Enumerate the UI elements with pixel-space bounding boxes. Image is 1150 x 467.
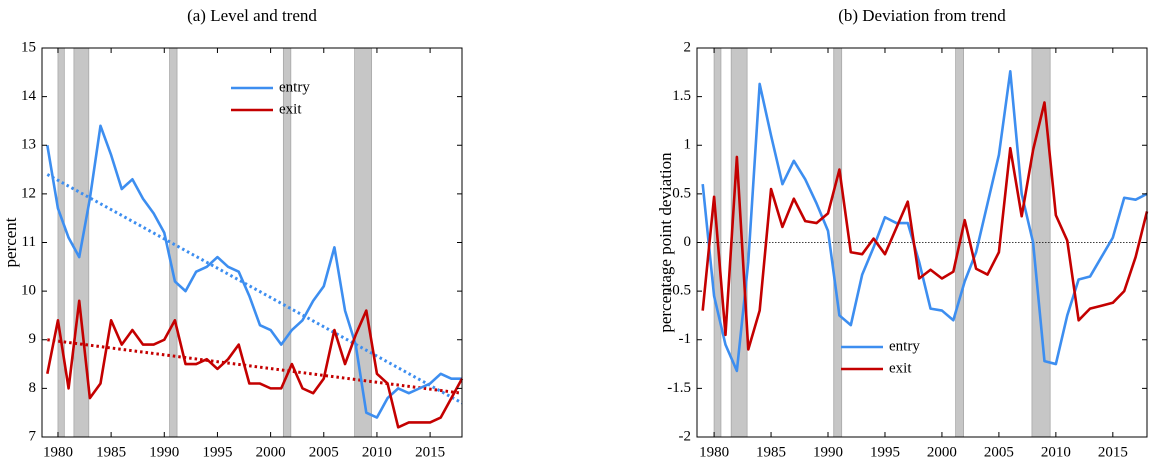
y-tick-label: 7 [29, 428, 37, 444]
x-tick-label: 1985 [756, 444, 786, 460]
panel-title: (a) Level and trend [187, 6, 317, 25]
y-tick-label: 9 [29, 331, 37, 347]
x-tick-label: 1980 [699, 444, 729, 460]
y-tick-label: -2 [679, 428, 692, 444]
x-tick-label: 1990 [149, 444, 179, 460]
x-tick-label: 2000 [256, 444, 286, 460]
legend-label: entry [279, 79, 310, 95]
data-line [701, 70, 1148, 373]
y-tick-label: 13 [21, 137, 36, 153]
x-tick-label: 2005 [309, 444, 339, 460]
y-tick-label: 1 [684, 137, 692, 153]
y-tick-label: -1 [679, 331, 692, 347]
y-tick-label: 10 [21, 283, 36, 299]
legend: entry exit [231, 79, 310, 117]
y-tick-label: 2 [684, 39, 692, 55]
data-line [46, 124, 462, 419]
x-tick-label: 1985 [96, 444, 126, 460]
x-tick-label: 2015 [1098, 444, 1128, 460]
y-tick-label: -0.5 [667, 283, 691, 299]
y-tick-label: 1.5 [672, 88, 691, 104]
recession-band [57, 47, 65, 438]
legend-label: entry [889, 338, 920, 354]
x-tick-label: 1980 [43, 444, 73, 460]
y-tick-label: 15 [21, 39, 36, 55]
trend-line [46, 173, 463, 405]
x-tick-label: 2010 [362, 444, 392, 460]
y-axis-label: percent [1, 217, 20, 267]
y-tick-label: -1.5 [667, 380, 691, 396]
legend-label: exit [889, 360, 912, 376]
y-tick-label: 8 [29, 380, 37, 396]
y-tick-label: 0 [684, 234, 692, 250]
y-axis-label: percentage point deviation [656, 152, 675, 333]
x-tick-label: 2000 [927, 444, 957, 460]
x-tick-label: 2015 [415, 444, 445, 460]
data-line [46, 299, 464, 429]
legend-label: exit [279, 101, 302, 117]
x-tick-label: 2010 [1041, 444, 1071, 460]
y-tick-label: 14 [21, 88, 37, 104]
x-tick-label: 1990 [813, 444, 843, 460]
data-line [701, 101, 1149, 351]
plot-frame [41, 47, 463, 438]
x-tick-label: 2005 [984, 444, 1014, 460]
recession-band [1031, 47, 1051, 438]
y-tick-label: 11 [22, 234, 36, 250]
y-tick-label: 0.5 [672, 185, 691, 201]
recession-band [833, 47, 843, 438]
recession-band [354, 47, 373, 438]
trend-line [47, 338, 463, 395]
y-tick-label: 12 [21, 185, 36, 201]
panel-title: (b) Deviation from trend [838, 6, 1006, 25]
x-tick-label: 1995 [202, 444, 232, 460]
x-tick-label: 1995 [870, 444, 900, 460]
legend: entry exit [841, 338, 920, 376]
